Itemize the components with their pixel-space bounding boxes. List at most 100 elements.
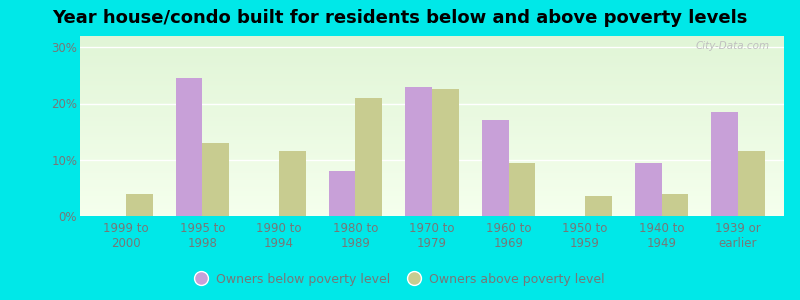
Bar xyxy=(80,182,784,184)
Bar xyxy=(80,178,784,180)
Bar xyxy=(80,184,784,185)
Text: City-Data.com: City-Data.com xyxy=(696,41,770,51)
Bar xyxy=(80,131,784,133)
Bar xyxy=(80,104,784,106)
Bar xyxy=(80,115,784,117)
Bar xyxy=(80,54,784,56)
Bar xyxy=(80,139,784,140)
Bar xyxy=(80,85,784,86)
Bar xyxy=(711,112,738,216)
Bar xyxy=(482,120,509,216)
Bar xyxy=(80,49,784,50)
Bar xyxy=(80,187,784,189)
Bar xyxy=(406,87,432,216)
Bar xyxy=(80,135,784,137)
Bar xyxy=(738,151,765,216)
Bar xyxy=(80,175,784,176)
Bar xyxy=(80,191,784,193)
Bar xyxy=(80,155,784,157)
Bar xyxy=(80,63,784,65)
Bar xyxy=(80,38,784,40)
Bar xyxy=(80,88,784,90)
Text: Year house/condo built for residents below and above poverty levels: Year house/condo built for residents bel… xyxy=(52,9,748,27)
Bar xyxy=(80,108,784,110)
Bar xyxy=(80,164,784,166)
Bar xyxy=(80,70,784,72)
Bar xyxy=(80,200,784,202)
Bar xyxy=(80,128,784,130)
Bar xyxy=(80,209,784,211)
Bar xyxy=(80,205,784,207)
Bar xyxy=(80,97,784,99)
Bar xyxy=(80,61,784,63)
Bar xyxy=(80,101,784,103)
Bar xyxy=(80,203,784,205)
Bar xyxy=(80,171,784,173)
Bar xyxy=(80,86,784,88)
Bar xyxy=(80,113,784,115)
Bar xyxy=(585,196,612,216)
Bar xyxy=(80,76,784,77)
Bar xyxy=(329,171,355,216)
Bar xyxy=(80,81,784,83)
Bar xyxy=(80,67,784,68)
Bar xyxy=(432,89,458,216)
Bar xyxy=(80,202,784,203)
Bar xyxy=(80,72,784,74)
Bar xyxy=(80,124,784,126)
Bar xyxy=(80,122,784,124)
Bar xyxy=(80,43,784,45)
Bar xyxy=(80,52,784,54)
Bar xyxy=(202,143,230,216)
Bar xyxy=(509,163,535,216)
Bar xyxy=(80,92,784,94)
Bar xyxy=(80,50,784,52)
Bar xyxy=(80,167,784,169)
Bar xyxy=(80,56,784,58)
Bar xyxy=(80,169,784,171)
Bar xyxy=(80,144,784,146)
Bar xyxy=(80,36,784,38)
Bar xyxy=(80,212,784,214)
Bar xyxy=(126,194,153,216)
Bar xyxy=(80,117,784,119)
Bar xyxy=(80,99,784,101)
Bar xyxy=(80,121,784,122)
Bar xyxy=(80,83,784,85)
Bar xyxy=(80,146,784,148)
Bar xyxy=(80,214,784,216)
Bar xyxy=(80,180,784,182)
Bar xyxy=(80,207,784,209)
Bar xyxy=(80,95,784,97)
Bar xyxy=(80,137,784,139)
Bar xyxy=(80,41,784,43)
Bar xyxy=(80,157,784,158)
Bar xyxy=(80,176,784,178)
Bar xyxy=(80,94,784,95)
Bar xyxy=(80,196,784,198)
Bar xyxy=(80,211,784,212)
Bar xyxy=(80,79,784,81)
Bar xyxy=(80,90,784,92)
Bar xyxy=(80,166,784,167)
Bar xyxy=(80,106,784,108)
Bar xyxy=(80,189,784,191)
Bar xyxy=(80,148,784,149)
Bar xyxy=(80,40,784,41)
Bar xyxy=(80,112,784,113)
Bar xyxy=(80,140,784,142)
Bar xyxy=(80,59,784,61)
Bar xyxy=(80,142,784,144)
Bar xyxy=(80,77,784,79)
Bar xyxy=(80,68,784,70)
Bar xyxy=(80,158,784,160)
Bar xyxy=(80,47,784,49)
Bar xyxy=(80,110,784,112)
Bar xyxy=(80,74,784,76)
Bar xyxy=(80,151,784,153)
Bar xyxy=(662,194,688,216)
Bar xyxy=(80,193,784,194)
Bar xyxy=(80,149,784,151)
Bar xyxy=(80,103,784,104)
Bar xyxy=(80,126,784,128)
